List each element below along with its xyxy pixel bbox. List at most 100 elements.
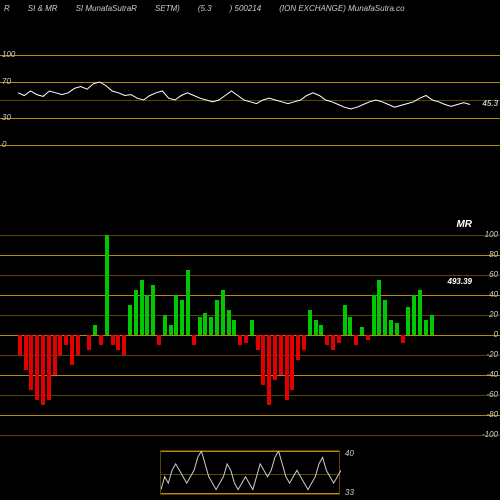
mr-bar: [35, 335, 39, 400]
mr-bar: [209, 317, 213, 335]
mr-bar: [116, 335, 120, 350]
mr-bar: [389, 320, 393, 335]
mr-axis-label: 0: [494, 330, 498, 339]
mr-bar: [279, 335, 283, 375]
mr-gridline: [0, 395, 500, 396]
mr-bar: [93, 325, 97, 335]
mr-bar: [47, 335, 51, 400]
mr-bar: [87, 335, 91, 350]
mr-bar: [314, 320, 318, 335]
mr-bar: [163, 315, 167, 335]
mr-bar: [273, 335, 277, 380]
mr-bar: [267, 335, 271, 405]
mr-bar: [76, 335, 80, 355]
mr-gridline: [0, 375, 500, 376]
mr-axis-label: -40: [486, 370, 498, 379]
mr-bar: [99, 335, 103, 345]
mr-bar: [360, 327, 364, 335]
mr-bar: [70, 335, 74, 365]
mr-bar: [406, 307, 410, 335]
mr-gridline: [0, 235, 500, 236]
mr-bar: [383, 300, 387, 335]
mr-bar: [366, 335, 370, 340]
hdr-6: (ION EXCHANGE) MunafaSutra.co: [279, 4, 404, 13]
mr-axis-label: 40: [489, 290, 498, 299]
mr-bar: [29, 335, 33, 390]
mr-bar: [157, 335, 161, 345]
mr-bar: [238, 335, 242, 345]
mr-bar: [377, 280, 381, 335]
mr-bar: [296, 335, 300, 360]
mr-bar: [122, 335, 126, 355]
mr-bar: [215, 300, 219, 335]
mr-bar: [348, 317, 352, 335]
mr-bar: [256, 335, 260, 350]
mr-bar: [337, 335, 341, 343]
mr-bar: [250, 320, 254, 335]
rsi-panel: 0307010045.3: [0, 55, 500, 145]
mr-bar: [134, 290, 138, 335]
mr-bar: [151, 285, 155, 335]
mr-bar: [221, 290, 225, 335]
mr-bar: [105, 235, 109, 335]
mr-bar: [41, 335, 45, 405]
mr-axis-label: 20: [489, 310, 498, 319]
mr-bar: [424, 320, 428, 335]
mr-bar: [53, 335, 57, 375]
hdr-2: SI MunafaSutraR: [76, 4, 137, 13]
mr-bar: [111, 335, 115, 345]
mr-bar: [290, 335, 294, 390]
mr-axis-label: 60: [489, 270, 498, 279]
rsi-gridline: [0, 145, 500, 146]
hdr-1: SI & MR: [28, 4, 58, 13]
mr-axis-label: -60: [486, 390, 498, 399]
mr-bar: [395, 323, 399, 335]
mini-label-top: 40: [345, 449, 354, 458]
mr-bar: [64, 335, 68, 345]
mr-bar: [285, 335, 289, 400]
hdr-0: R: [4, 4, 10, 13]
mr-gridline: [0, 255, 500, 256]
mr-gridline: [0, 275, 500, 276]
mr-bar: [186, 270, 190, 335]
mr-bar: [401, 335, 405, 343]
mr-bar: [354, 335, 358, 345]
mr-price-label: 493.39: [448, 277, 472, 286]
hdr-5: ) 500214: [230, 4, 262, 13]
mr-bar: [140, 280, 144, 335]
mr-bar: [412, 295, 416, 335]
mr-bar: [325, 335, 329, 345]
mr-bar: [331, 335, 335, 350]
mr-bar: [192, 335, 196, 345]
mr-bar: [145, 295, 149, 335]
mr-bar: [261, 335, 265, 385]
header-bar: R SI & MR SI MunafaSutraR SETM) (5.3 ) 5…: [0, 0, 500, 16]
mr-title: MR: [456, 219, 472, 230]
mr-bar: [418, 290, 422, 335]
mr-bar: [244, 335, 248, 343]
mr-bar: [169, 325, 173, 335]
mr-bar: [430, 315, 434, 335]
mini-line-chart: [161, 451, 341, 496]
mr-bar: [180, 300, 184, 335]
mr-gridline: [0, 315, 500, 316]
mr-bar: [203, 313, 207, 335]
mr-bar: [227, 310, 231, 335]
mr-bar: [343, 305, 347, 335]
mr-gridline: [0, 355, 500, 356]
mr-bar: [128, 305, 132, 335]
mr-bar: [232, 320, 236, 335]
mr-bar: [58, 335, 62, 355]
mr-gridline: [0, 295, 500, 296]
rsi-line-chart: [0, 55, 500, 145]
mr-bar: [319, 325, 323, 335]
mr-gridline: [0, 415, 500, 416]
mini-panel: 4033: [160, 450, 340, 495]
mr-bar: [24, 335, 28, 370]
mr-axis-label: 100: [485, 230, 498, 239]
mr-axis-label: -80: [486, 410, 498, 419]
mr-bar: [174, 295, 178, 335]
mr-axis-label: -20: [486, 350, 498, 359]
hdr-4: (5.3: [198, 4, 212, 13]
mr-bar: [198, 317, 202, 335]
